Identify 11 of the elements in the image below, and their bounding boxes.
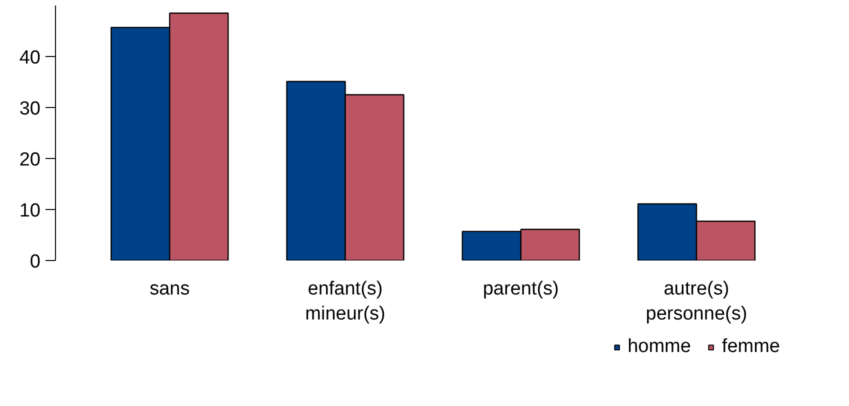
y-tick-label: 30 [19,98,41,120]
y-tick-label: 20 [19,150,41,170]
legend-label: femme [722,336,780,358]
x-tick-label: enfant(s) mineur(s) [305,278,386,325]
legend-label: homme [628,336,691,358]
y-tick-label: 40 [19,48,41,68]
x-tick-label: sans [150,278,190,300]
y-tick-label: 0 [30,252,41,272]
x-tick-label: parent(s) [482,278,559,300]
x-tick-label: autre(s) personne(s) [646,278,748,325]
y-tick-label: 10 [19,200,41,222]
